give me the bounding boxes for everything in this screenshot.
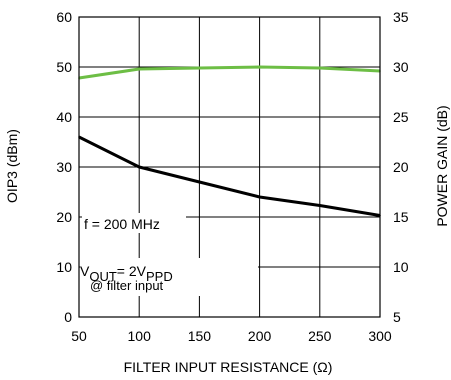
y-left-tick-label: 30: [56, 159, 72, 175]
y-right-tick-label: 5: [393, 309, 401, 325]
series-point-2: [319, 67, 321, 69]
y-left-tick-label: 0: [64, 309, 72, 325]
series-point-2: [138, 68, 140, 70]
y-left-tick-label: 20: [56, 209, 72, 225]
x-tick-label: 50: [71, 328, 87, 344]
plot-frame: [78, 16, 381, 318]
series-point-2: [258, 66, 261, 68]
x-axis-label: FILTER INPUT RESISTANCE (Ω): [124, 359, 333, 375]
annotation-freq-bg: [82, 213, 186, 233]
y-right-tick-label: 15: [393, 209, 409, 225]
y-axis-label-left: OIP3 (dBm): [4, 129, 20, 203]
series-line-2: [78, 65, 381, 80]
x-tick-label: 150: [188, 328, 212, 344]
x-tick-label: 200: [248, 328, 272, 344]
y-left-tick-label: 50: [56, 59, 72, 75]
y-right-tick-label: 30: [393, 59, 409, 75]
y-right-tick-label: 25: [393, 109, 409, 125]
y-left-tick-label: 10: [56, 259, 72, 275]
annotation-vout-note: @ filter input: [90, 278, 164, 293]
series-point-1: [198, 181, 201, 183]
tick-layer: 50 100 150 200 250 300 0 10 20 30 40 50 60 5 10 15 20 25 3…: [56, 9, 408, 344]
annotation-vout: VOUT= 2VPPD: [80, 263, 173, 284]
annotation-vout-bg: [80, 258, 258, 296]
annotation-vout-sub2: PPD: [146, 269, 173, 284]
x-tick-label: 100: [128, 328, 152, 344]
series-line-1: [78, 135, 381, 217]
series-point-1: [258, 196, 261, 198]
x-tick-label: 300: [368, 328, 392, 344]
y-left-tick-label: 40: [56, 109, 72, 125]
series-point-1: [319, 204, 321, 207]
series-point-2: [198, 67, 201, 69]
y-right-tick-label: 10: [393, 259, 409, 275]
frame-layer: [78, 16, 381, 318]
y-right-tick-label: 35: [393, 9, 409, 25]
y-left-tick-label: 60: [56, 9, 72, 25]
y-axis-label-right: POWER GAIN (dB): [434, 105, 450, 226]
x-tick-label: 250: [308, 328, 332, 344]
annotation-vout-eq: = 2V: [117, 263, 147, 279]
annotation-vout-v: V: [80, 263, 90, 279]
annotation-vout-sub1: OUT: [89, 269, 117, 284]
annotation-freq: f = 200 MHz: [84, 216, 160, 232]
y-right-tick-label: 20: [393, 159, 409, 175]
series-point-1: [138, 166, 140, 168]
